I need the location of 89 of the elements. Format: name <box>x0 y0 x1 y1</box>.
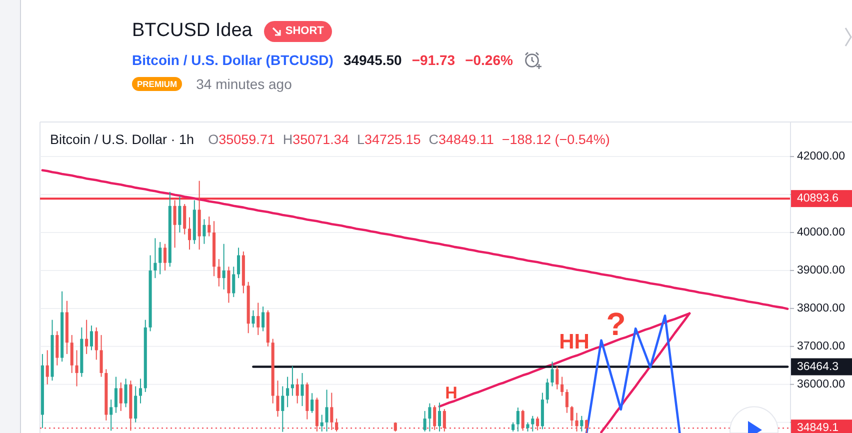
candlestick <box>536 416 540 431</box>
annotation: C34849.11 <box>428 132 494 146</box>
candlestick <box>325 389 328 432</box>
candlestick <box>173 200 176 248</box>
text: −91.73 <box>412 52 456 68</box>
candlestick <box>114 376 118 414</box>
candlestick <box>442 408 446 432</box>
candlestick <box>310 392 314 414</box>
candlestick <box>276 380 280 418</box>
candlestick <box>438 402 442 432</box>
ref-line-label: 40893.6 <box>797 192 839 205</box>
candlestick <box>300 372 304 407</box>
annotation: H35071.34 <box>282 132 349 146</box>
candlestick <box>546 378 549 404</box>
candlestick <box>290 366 294 396</box>
candlestick <box>281 386 284 432</box>
text: PREMIUM <box>132 77 182 91</box>
candlestick <box>178 196 182 233</box>
candlestick <box>512 422 515 432</box>
text: −0.26% <box>465 52 513 68</box>
candlestick <box>423 410 426 432</box>
candlestick <box>575 412 578 432</box>
candlestick <box>154 238 157 279</box>
candlestick <box>56 330 59 366</box>
y-tick-label: 37000.00 <box>797 340 845 352</box>
text: SHORT <box>285 25 324 37</box>
candlestick <box>330 392 334 430</box>
candlestick <box>222 243 226 290</box>
annotation: H <box>445 384 458 402</box>
candlestick <box>237 247 240 279</box>
candlestick <box>138 378 142 404</box>
candlestick <box>46 350 49 385</box>
candlestick <box>335 418 338 432</box>
candlestick <box>188 216 192 250</box>
annotation: L34725.15 <box>356 132 421 146</box>
candlestick <box>134 386 138 423</box>
candlestick <box>521 409 524 432</box>
candlestick <box>75 350 78 387</box>
ref-line-label: 34849.1 <box>797 422 839 433</box>
y-tick-label: 39000.00 <box>797 264 845 276</box>
candlestick <box>158 241 162 275</box>
candlestick <box>227 266 230 304</box>
candlestick <box>119 382 122 412</box>
chart-subtitle: Bitcoin / U.S. Dollar (BTCUSD) <box>132 52 334 68</box>
series-label: 36464.3 <box>797 360 839 373</box>
line-series <box>41 169 789 310</box>
candlestick <box>320 414 324 432</box>
candlestick <box>565 388 568 414</box>
candlestick <box>428 402 432 432</box>
candlestick <box>163 243 167 271</box>
candlestick <box>286 376 290 408</box>
candlestick <box>70 334 74 374</box>
candlestick <box>262 306 265 332</box>
candlestick <box>256 302 260 336</box>
candlestick <box>208 216 211 237</box>
candlestick <box>526 422 530 432</box>
candlestick <box>585 419 588 433</box>
text: 34945.50 <box>343 52 402 68</box>
y-tick-label: 42000.00 <box>797 150 845 163</box>
candlestick <box>531 415 534 432</box>
candlestick <box>232 266 236 298</box>
annotation: Bitcoin / U.S. Dollar · 1h <box>50 132 194 146</box>
y-tick-label: 36000.00 <box>797 378 845 390</box>
candlestick <box>100 334 103 378</box>
candlestick <box>516 407 520 432</box>
annotation: −188.12 (−0.54%) <box>502 132 610 146</box>
candlestick <box>560 376 564 396</box>
candlestick <box>296 378 299 404</box>
y-tick-label: 38000.00 <box>797 302 845 314</box>
candlestick <box>556 366 559 390</box>
candlestick <box>183 204 186 235</box>
annotation: HH <box>559 330 590 354</box>
candlestick <box>433 404 436 430</box>
candlestick <box>90 325 93 351</box>
candlestick <box>550 361 554 387</box>
candlestick <box>217 258 220 287</box>
candlestick <box>94 326 98 360</box>
candlestick <box>110 399 113 432</box>
candlestick <box>252 310 255 328</box>
candlestick <box>580 415 584 432</box>
chart-title: BTCUSD Idea <box>132 20 252 42</box>
candlestick <box>570 406 574 427</box>
annotation: O35059.71 <box>208 132 275 146</box>
candlestick <box>85 319 88 355</box>
text: 34 minutes ago <box>196 76 292 92</box>
candlestick <box>124 378 128 408</box>
candlestick <box>202 218 206 244</box>
y-tick-label: 40000.00 <box>797 226 845 238</box>
annotation: ? <box>606 306 626 342</box>
